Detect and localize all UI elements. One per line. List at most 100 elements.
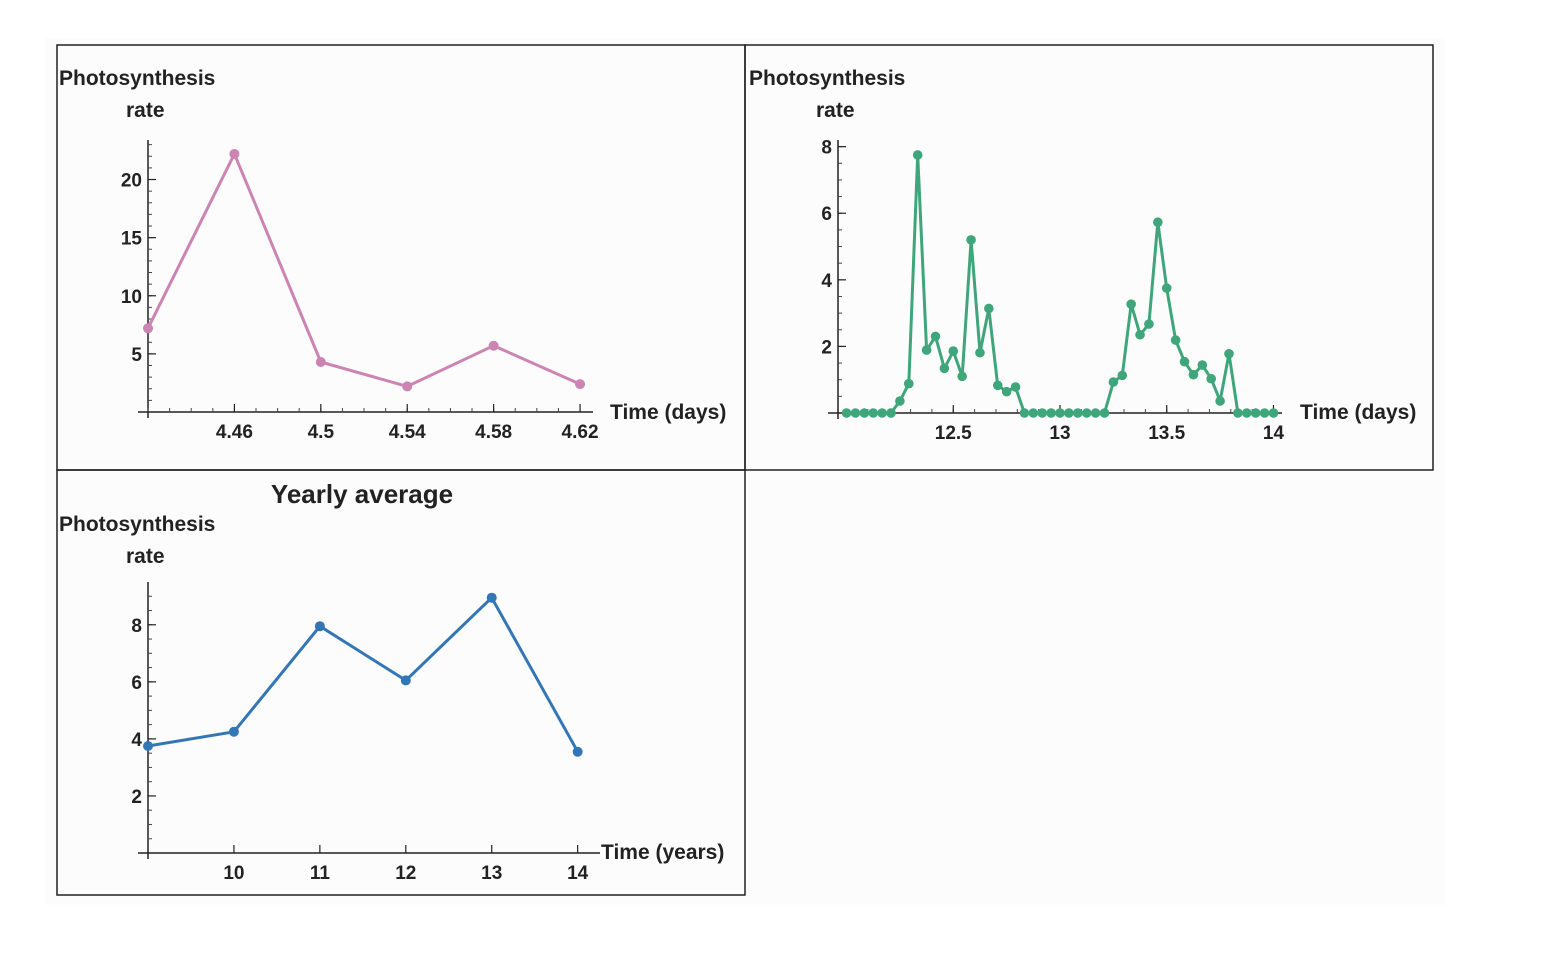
data-point — [1064, 408, 1074, 418]
data-point — [1099, 408, 1110, 418]
data-point — [992, 380, 1003, 391]
x-tick-label: 14 — [567, 863, 589, 884]
data-point — [1001, 386, 1012, 397]
data-point — [1188, 369, 1199, 380]
data-point — [1268, 408, 1279, 418]
data-point — [903, 378, 914, 389]
data-point — [850, 408, 861, 418]
data-point — [939, 363, 950, 374]
x-axis-label: Time (days) — [1300, 401, 1416, 424]
x-tick-label: 4.62 — [562, 422, 599, 443]
data-point — [1206, 373, 1217, 384]
data-point — [1144, 319, 1154, 329]
data-point — [1081, 408, 1092, 418]
data-point — [966, 235, 976, 245]
y-tick-label: 10 — [121, 287, 142, 308]
data-point — [1170, 335, 1181, 345]
data-point — [1179, 356, 1190, 367]
chart-title: Yearly average — [271, 479, 453, 509]
data-point — [1090, 408, 1101, 418]
data-point — [1010, 382, 1021, 392]
data-point — [1233, 408, 1243, 418]
y-tick-label: 8 — [821, 138, 832, 159]
y-tick-label: 6 — [131, 673, 142, 694]
x-axis-label: Time (years) — [601, 841, 724, 864]
panel-frame-top-right — [744, 44, 1434, 471]
data-point — [975, 347, 985, 358]
x-tick-label: 10 — [223, 863, 244, 884]
x-tick-label: 11 — [310, 863, 331, 884]
y-tick-label: 5 — [131, 345, 142, 366]
data-point — [912, 150, 923, 160]
data-point — [841, 408, 852, 418]
y-axis-label-line1: Photosynthesis — [749, 67, 905, 90]
data-point — [575, 379, 586, 390]
y-tick-label: 15 — [121, 229, 143, 250]
data-point — [228, 726, 239, 737]
x-tick-label: 13 — [481, 863, 502, 884]
x-tick-label: 12.5 — [935, 423, 972, 444]
data-point — [1259, 408, 1270, 418]
data-point — [1037, 408, 1048, 418]
y-tick-label: 2 — [131, 787, 142, 808]
data-point — [400, 675, 411, 686]
data-point — [1161, 283, 1172, 293]
data-point — [859, 408, 870, 418]
panel-frame-bottom-left — [56, 469, 746, 896]
data-point — [895, 396, 905, 406]
data-point — [1117, 370, 1128, 381]
data-point — [886, 408, 896, 418]
data-point — [1055, 408, 1065, 418]
data-point — [1241, 408, 1252, 418]
data-point — [1250, 408, 1261, 418]
x-tick-label: 14 — [1263, 423, 1285, 444]
x-tick-label: 4.58 — [475, 422, 512, 443]
data-point — [1153, 217, 1163, 228]
x-tick-label: 13 — [1049, 423, 1070, 444]
y-tick-label: 20 — [121, 171, 142, 192]
data-point — [1224, 348, 1234, 359]
data-point — [315, 357, 326, 368]
data-point — [1046, 408, 1056, 418]
y-tick-label: 6 — [821, 204, 832, 225]
y-axis-label-line1: Photosynthesis — [59, 67, 215, 90]
y-tick-label: 8 — [131, 616, 142, 637]
data-point — [957, 371, 967, 382]
data-point — [229, 148, 240, 159]
data-point — [314, 621, 325, 632]
y-tick-label: 4 — [131, 730, 142, 751]
data-point — [1197, 360, 1208, 370]
chart-yearly-blue: Yearly average Photosynthesis rate Time … — [59, 479, 724, 884]
x-tick-label: 4.46 — [216, 422, 253, 443]
data-point — [921, 345, 932, 355]
x-tick-label: 4.54 — [389, 422, 426, 443]
chart-daily-pink: Photosynthesis rate Time (days) 5 10 15 20 4… — [59, 67, 726, 443]
data-point — [1019, 408, 1030, 418]
data-point — [486, 592, 497, 603]
data-point — [930, 331, 941, 342]
y-axis-label-line2: rate — [816, 99, 855, 122]
x-tick-label: 12 — [395, 863, 416, 884]
y-axis-label-line2: rate — [126, 99, 165, 122]
data-point — [1126, 299, 1136, 309]
x-axis-label: Time (days) — [610, 401, 726, 424]
data-point — [1135, 329, 1145, 340]
data-point — [488, 340, 499, 351]
y-axis-label-line2: rate — [126, 545, 165, 568]
data-point — [1108, 377, 1119, 387]
y-tick-label: 2 — [821, 337, 832, 358]
data-point — [1215, 396, 1225, 406]
chart-daily-green: Photosynthesis rate Time (days) 2 4 6 8 12.5… — [749, 67, 1416, 444]
x-tick-label: 4.5 — [308, 422, 335, 443]
data-point — [877, 408, 887, 418]
data-point — [984, 303, 994, 314]
series-line — [146, 152, 581, 388]
data-point — [868, 408, 879, 418]
data-point — [1028, 408, 1039, 418]
data-point — [1072, 408, 1083, 418]
x-tick-label: 13.5 — [1148, 423, 1185, 444]
data-point — [143, 323, 153, 334]
data-point — [572, 746, 583, 757]
y-axis-label-line1: Photosynthesis — [59, 513, 215, 536]
